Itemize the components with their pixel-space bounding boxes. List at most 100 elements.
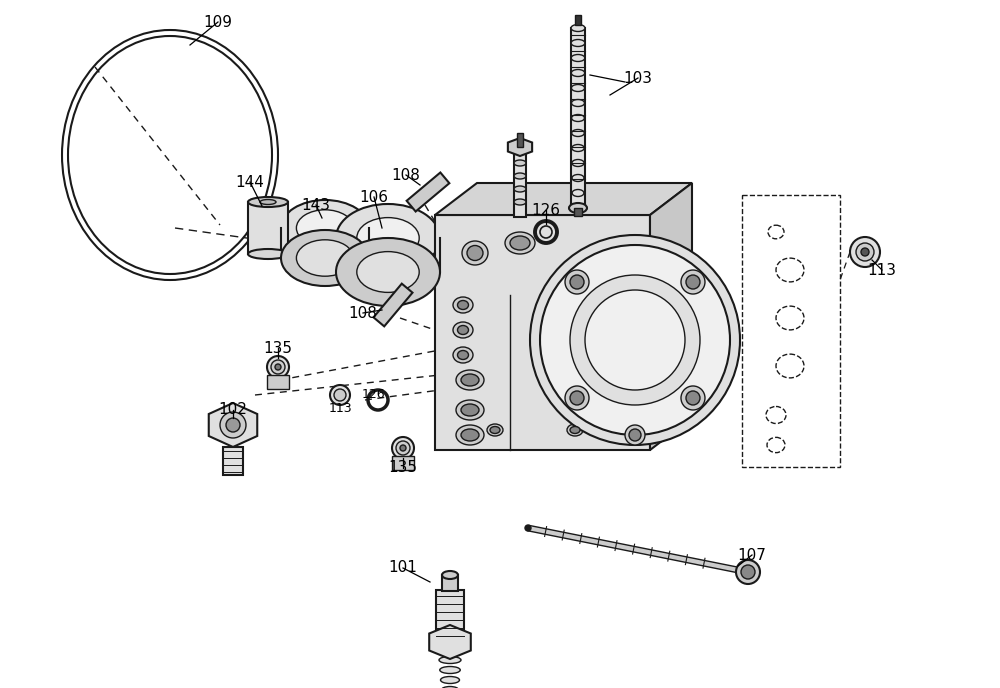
Ellipse shape — [571, 25, 585, 32]
Polygon shape — [248, 202, 288, 254]
Circle shape — [570, 391, 584, 405]
Ellipse shape — [439, 656, 461, 663]
Ellipse shape — [462, 241, 488, 265]
Bar — [575, 15, 581, 25]
Text: 109: 109 — [204, 14, 233, 30]
Ellipse shape — [453, 297, 473, 313]
Circle shape — [681, 270, 705, 294]
Text: 102: 102 — [219, 402, 247, 418]
Ellipse shape — [467, 246, 483, 261]
Bar — [392, 456, 414, 470]
Ellipse shape — [572, 114, 584, 122]
Circle shape — [392, 437, 414, 459]
Ellipse shape — [456, 400, 484, 420]
Polygon shape — [650, 183, 692, 450]
Ellipse shape — [572, 160, 584, 166]
Circle shape — [629, 429, 641, 441]
Ellipse shape — [571, 69, 585, 76]
Ellipse shape — [281, 230, 369, 286]
Bar — [435, 215, 650, 450]
Ellipse shape — [442, 571, 458, 579]
Ellipse shape — [569, 203, 587, 213]
Text: 126: 126 — [361, 389, 385, 402]
Circle shape — [334, 389, 346, 401]
Ellipse shape — [453, 322, 473, 338]
Circle shape — [681, 386, 705, 410]
Circle shape — [850, 237, 880, 267]
Ellipse shape — [461, 404, 479, 416]
Ellipse shape — [570, 427, 580, 433]
Ellipse shape — [505, 232, 535, 254]
Ellipse shape — [525, 525, 531, 531]
Circle shape — [330, 385, 350, 405]
Bar — [574, 208, 582, 216]
Circle shape — [220, 412, 246, 438]
Ellipse shape — [458, 325, 469, 334]
Circle shape — [570, 275, 584, 289]
Text: 143: 143 — [302, 197, 331, 213]
Circle shape — [625, 425, 645, 445]
Polygon shape — [209, 403, 257, 447]
Text: 103: 103 — [624, 70, 652, 85]
Ellipse shape — [510, 236, 530, 250]
Bar — [267, 375, 289, 389]
Ellipse shape — [296, 210, 354, 246]
Text: 135: 135 — [264, 341, 293, 356]
Circle shape — [736, 560, 760, 584]
Ellipse shape — [571, 85, 585, 92]
Polygon shape — [373, 283, 413, 326]
Ellipse shape — [514, 147, 526, 153]
Circle shape — [686, 391, 700, 405]
Ellipse shape — [456, 425, 484, 445]
Text: 113: 113 — [868, 263, 896, 277]
Bar — [571, 28, 585, 208]
Ellipse shape — [490, 427, 500, 433]
Ellipse shape — [456, 370, 484, 390]
Polygon shape — [429, 625, 471, 659]
Ellipse shape — [440, 667, 460, 674]
Ellipse shape — [571, 39, 585, 47]
Ellipse shape — [514, 186, 526, 192]
Ellipse shape — [248, 249, 288, 259]
Ellipse shape — [572, 175, 584, 182]
Text: 113: 113 — [328, 402, 352, 414]
Ellipse shape — [572, 144, 584, 151]
Bar — [517, 133, 523, 147]
Ellipse shape — [514, 160, 526, 166]
Ellipse shape — [461, 429, 479, 441]
Circle shape — [861, 248, 869, 256]
Circle shape — [856, 243, 874, 261]
Circle shape — [400, 445, 406, 451]
Ellipse shape — [514, 199, 526, 205]
Circle shape — [226, 418, 240, 432]
Ellipse shape — [514, 173, 526, 179]
Ellipse shape — [357, 252, 419, 292]
Ellipse shape — [336, 238, 440, 306]
Polygon shape — [407, 173, 449, 211]
Polygon shape — [435, 183, 692, 215]
Ellipse shape — [260, 200, 276, 204]
Ellipse shape — [357, 217, 419, 259]
Circle shape — [565, 270, 589, 294]
Ellipse shape — [458, 350, 469, 360]
Text: 135: 135 — [389, 460, 418, 475]
Bar — [742, 195, 840, 467]
Ellipse shape — [441, 687, 459, 688]
Ellipse shape — [572, 100, 584, 107]
Text: 106: 106 — [360, 189, 389, 204]
Text: 101: 101 — [389, 561, 417, 575]
Bar — [436, 590, 464, 642]
Ellipse shape — [540, 245, 730, 435]
Ellipse shape — [570, 275, 700, 405]
Ellipse shape — [441, 676, 460, 683]
Text: 108: 108 — [392, 167, 420, 182]
Ellipse shape — [281, 200, 369, 256]
Ellipse shape — [336, 204, 440, 272]
Ellipse shape — [461, 374, 479, 386]
Ellipse shape — [567, 424, 583, 436]
Ellipse shape — [571, 54, 585, 61]
Bar — [442, 575, 458, 591]
Circle shape — [396, 441, 410, 455]
Ellipse shape — [487, 424, 503, 436]
Text: 126: 126 — [532, 202, 560, 217]
